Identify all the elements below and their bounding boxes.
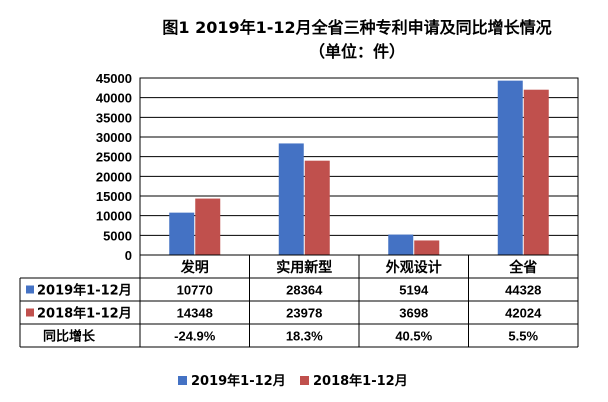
data-table: 发明 实用新型 外观设计 全省 2019年1-12月 10770 28364 5194 4432… [19,255,579,348]
table-cell: 10770 [177,283,213,298]
table-row-label: 2018年1-12月 [37,306,132,322]
legend-swatch [300,376,309,385]
table-cell: 5194 [399,283,429,298]
bar-1-1 [304,160,330,255]
legend-label: 2018年1-12月 [313,373,408,389]
y-tick-label: 20000 [96,169,132,184]
table-cell: -24.9% [174,329,216,344]
category-label: 实用新型 [276,259,332,276]
category-label: 外观设计 [386,259,442,276]
y-tick-label: 15000 [96,189,132,204]
bar-0-1 [278,143,304,255]
category-label: 发明 [180,259,209,276]
table-cell: 23978 [286,306,322,321]
table-cell: 3698 [399,306,428,321]
y-tick-label: 30000 [96,130,132,145]
category-label: 全省 [508,259,537,276]
table-cell: 28364 [286,283,323,298]
table-cell: 14348 [177,306,213,321]
y-tick-label: 25000 [96,150,132,165]
bar-0-0 [169,212,195,255]
y-tick-label: 40000 [96,91,132,106]
table-row-label: 2019年1-12月 [37,283,132,299]
y-tick-label: 0 [125,248,132,263]
table-legend-key [26,285,34,294]
y-tick-label: 5000 [103,228,132,243]
bar-1-3 [523,89,549,255]
table-cell: 44328 [505,283,541,298]
bar-0-3 [497,80,523,255]
table-cell: 18.3% [286,329,323,344]
legend: 2019年1-12月 2018年1-12月 [178,373,408,389]
table-cell: 42024 [505,306,542,321]
bar-0-2 [388,234,414,255]
y-tick-label: 10000 [96,209,132,224]
table-cell: 5.5% [508,329,538,344]
y-tick-label: 35000 [96,110,132,125]
table-legend-key [26,308,34,317]
chart-title: 图1 2019年1-12月全省三种专利申请及同比增长情况 [162,18,551,37]
axes: 0 5000 10000 15000 20000 25000 30000 35000 40000… [96,71,579,263]
chart-subtitle: （单位：件） [309,42,405,61]
table-cell: 40.5% [395,329,432,344]
legend-label: 2019年1-12月 [191,373,286,389]
bar-1-2 [414,240,440,255]
table-row-label: 同比增长 [43,329,96,345]
bars [169,80,549,255]
legend-swatch [178,376,187,385]
y-tick-label: 45000 [96,71,132,86]
bar-1-0 [195,198,221,255]
